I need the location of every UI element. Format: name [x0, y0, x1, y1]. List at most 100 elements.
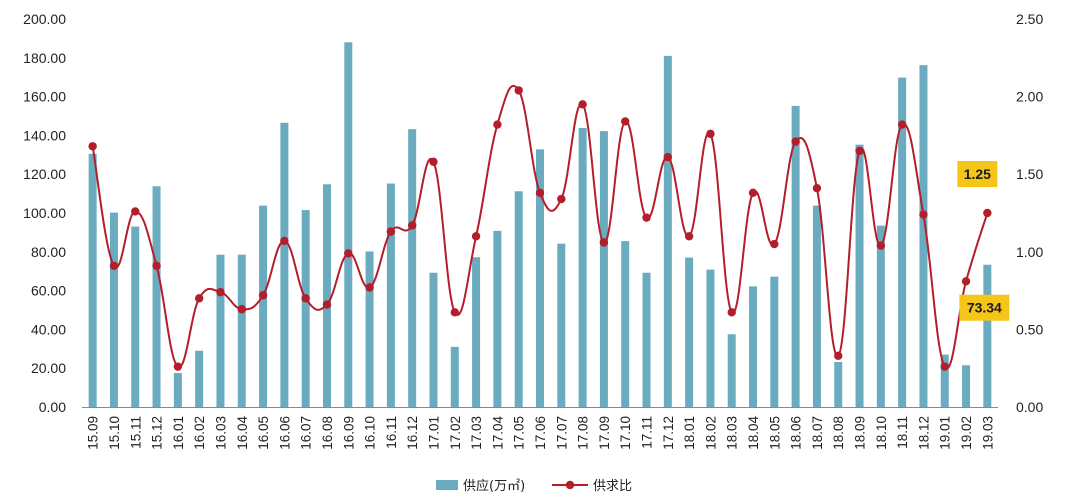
x-tick-label: 17.04: [490, 416, 505, 450]
ratio-point: [812, 183, 822, 193]
supply-bar: [876, 225, 885, 407]
ratio-point: [706, 129, 715, 139]
y-left-tick-label: 20.00: [31, 360, 66, 376]
x-tick-label: 16.01: [171, 416, 186, 450]
supply-bar: [642, 272, 651, 407]
y-axis-right: 0.00 0.50 1.00 1.50 2.00 2.50: [1016, 11, 1043, 415]
x-tick-label: 18.06: [789, 416, 804, 450]
supply-bar: [152, 186, 161, 407]
x-tick-label: 17.12: [661, 416, 676, 450]
ratio-point: [216, 287, 225, 297]
ratio-point: [557, 194, 566, 204]
supply-bar: [131, 226, 140, 407]
ratio-point: [834, 351, 843, 360]
supply-bar: [301, 210, 310, 407]
supply-bar: [173, 373, 182, 407]
x-tick-label: 16.02: [192, 416, 207, 450]
legend-line-marker: [565, 480, 575, 490]
ratio-point: [983, 208, 992, 218]
supply-callout-box: [959, 294, 1010, 321]
x-tick-label: 17.05: [512, 416, 527, 450]
supply-bar: [386, 183, 395, 407]
ratio-point: [791, 137, 800, 146]
x-tick-label: 16.10: [363, 416, 378, 450]
supply-bar: [472, 257, 481, 407]
supply-bar: [109, 212, 118, 407]
x-tick-label: 18.08: [831, 416, 846, 450]
x-tick-label: 17.03: [469, 416, 484, 450]
x-tick-label: 18.01: [682, 416, 697, 450]
supply-bar: [450, 346, 459, 407]
ratio-point: [535, 188, 545, 198]
x-tick-label: 19.02: [959, 416, 974, 450]
x-tick-label: 15.09: [86, 416, 101, 450]
y-right-tick-label: 1.50: [1016, 166, 1043, 182]
ratio-point: [663, 152, 673, 162]
legend-bar-swatch: [436, 480, 458, 490]
supply-bar: [898, 77, 907, 407]
supply-bar: [685, 257, 694, 407]
ratio-callout-box: [957, 161, 998, 187]
ratio-point: [919, 210, 928, 219]
ratio-point: [514, 86, 523, 95]
y-left-tick-label: 180.00: [23, 50, 66, 66]
y-axis-left: 0.00 20.00 40.00 60.00 80.00 100.00 120.00 140.…: [23, 11, 66, 415]
ratio-point: [344, 249, 353, 258]
y-right-tick-label: 0.50: [1016, 321, 1043, 337]
ratio-point: [578, 100, 587, 109]
supply-bar: [408, 129, 417, 407]
x-tick-label: 17.07: [554, 416, 569, 450]
ratio-point: [727, 308, 736, 317]
y-left-tick-label: 60.00: [31, 283, 66, 299]
ratio-point: [493, 120, 502, 129]
ratio-point: [131, 207, 140, 216]
y-right-tick-label: 2.00: [1016, 89, 1043, 105]
supply-bar: [812, 205, 821, 407]
supply-bar: [940, 354, 949, 407]
ratio-point: [684, 232, 694, 241]
x-tick-label: 16.03: [213, 416, 228, 450]
x-tick-label: 17.01: [426, 416, 441, 450]
supply-bars: [88, 42, 992, 408]
supply-bar: [706, 269, 715, 407]
y-left-tick-label: 140.00: [23, 127, 66, 143]
x-tick-label: 18.05: [767, 416, 782, 450]
supply-bar: [919, 65, 928, 407]
x-tick-label: 16.05: [256, 416, 271, 450]
supply-callout-label: 73.34: [967, 300, 1002, 316]
x-tick-label: 16.07: [299, 416, 314, 450]
ratio-point: [642, 213, 651, 222]
ratio-point: [407, 221, 417, 230]
supply-bar: [344, 42, 353, 407]
y-left-tick-label: 0.00: [39, 399, 66, 415]
supply-bar: [195, 350, 204, 407]
x-tick-label: 16.04: [235, 416, 250, 450]
ratio-point: [280, 236, 289, 246]
supply-bar: [599, 131, 608, 407]
x-tick-label: 16.08: [320, 416, 335, 450]
supply-bar: [770, 276, 779, 407]
ratio-point: [471, 232, 481, 241]
x-tick-label: 18.03: [725, 416, 740, 450]
x-tick-label: 16.06: [277, 416, 292, 450]
supply-bar: [280, 122, 289, 407]
x-axis: 15.09 15.10 15.11 15.12 16.01 16.02 16.03 16.04…: [82, 407, 998, 450]
supply-bar: [259, 205, 268, 407]
supply-bar: [322, 184, 331, 407]
ratio-point: [940, 362, 949, 371]
x-tick-label: 16.09: [341, 416, 356, 450]
ratio-point: [450, 308, 459, 317]
supply-bar: [834, 361, 843, 407]
ratio-point: [152, 261, 161, 270]
x-tick-label: 17.10: [618, 416, 633, 450]
legend: 供应(万㎡) 供求比: [436, 478, 632, 494]
ratio-point: [365, 283, 374, 292]
ratio-point: [386, 227, 396, 236]
ratio-point: [173, 362, 183, 371]
supply-bar: [216, 254, 225, 407]
ratio-point: [109, 261, 119, 270]
ratio-point: [770, 239, 779, 249]
ratio-point: [237, 305, 246, 314]
ratio-point: [621, 117, 630, 126]
